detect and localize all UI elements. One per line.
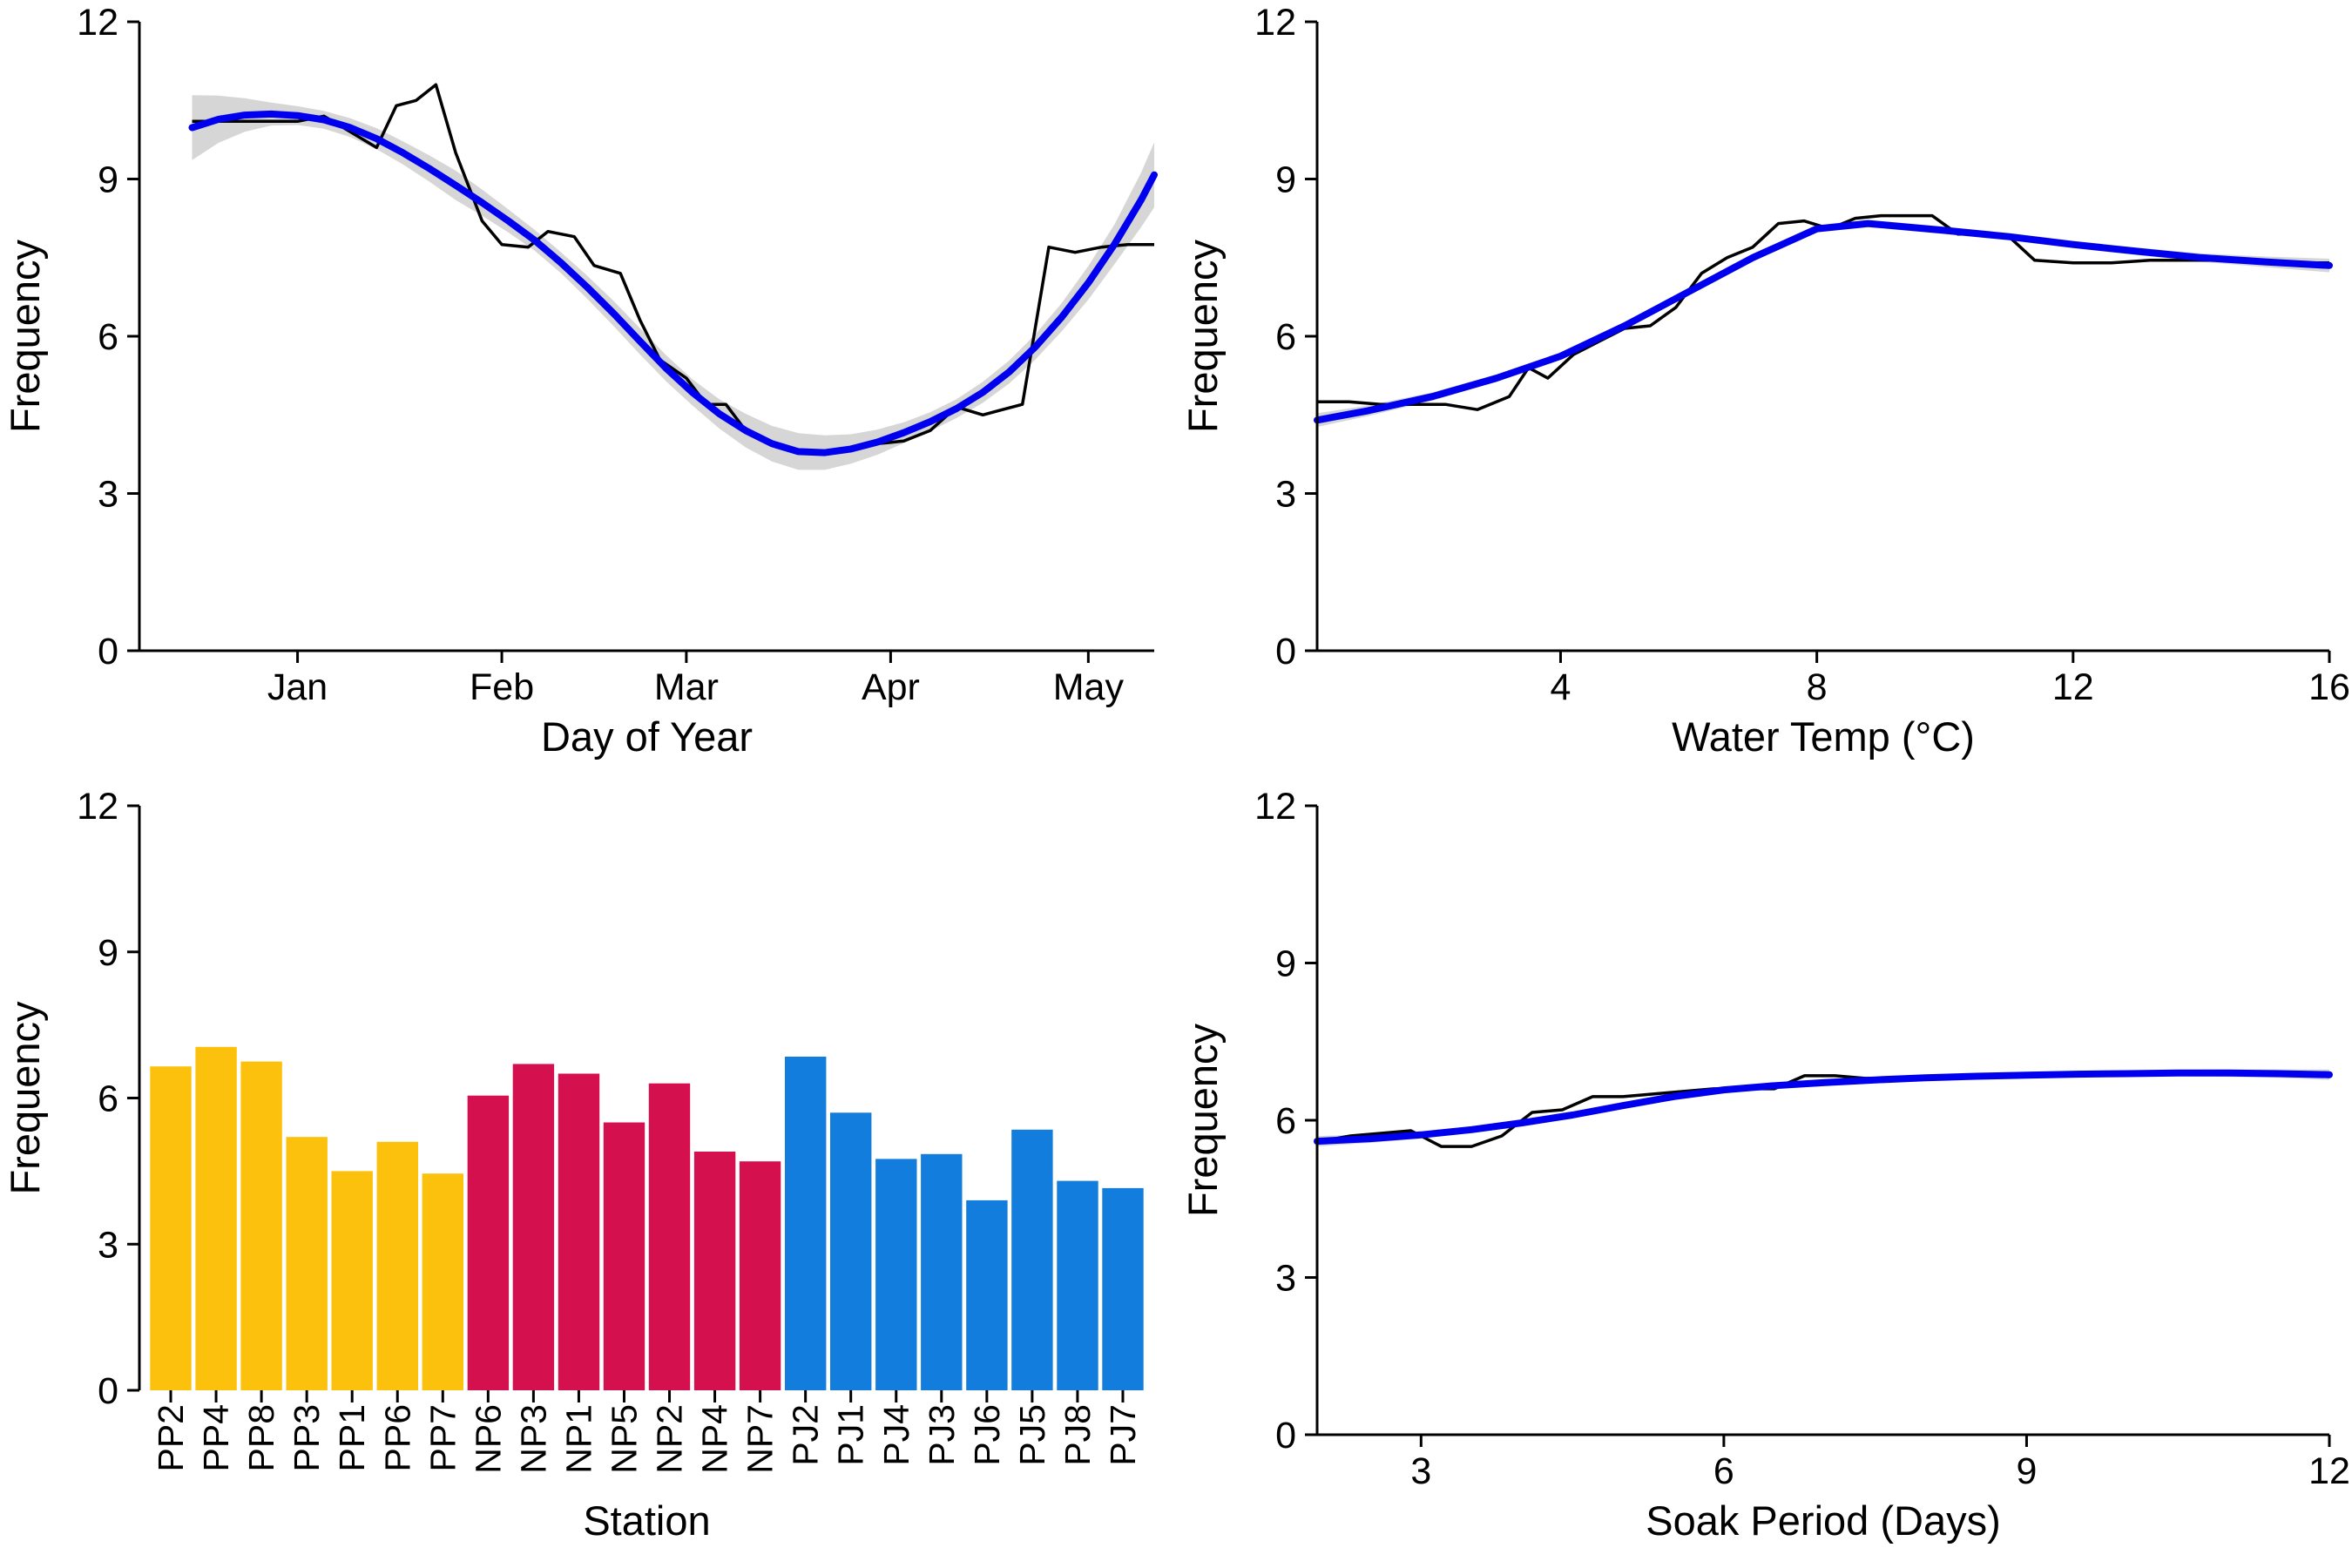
- y-axis-title: Frequency: [2, 1001, 48, 1195]
- x-tick-label: 12: [2052, 666, 2094, 708]
- y-tick-label: 3: [1275, 1258, 1296, 1300]
- y-tick-label: 12: [1254, 2, 1296, 44]
- x-tick-label: 16: [2308, 666, 2350, 708]
- x-tick-label: 12: [2308, 1450, 2350, 1492]
- bar-np5: [603, 1122, 645, 1390]
- y-tick-label: 12: [77, 786, 118, 828]
- bar-pj5: [1011, 1129, 1053, 1390]
- y-tick-label: 0: [1275, 1415, 1296, 1456]
- x-tick-label: 6: [1713, 1450, 1734, 1492]
- bar-pp6: [376, 1141, 418, 1390]
- bar-np7: [739, 1161, 781, 1390]
- bar-pp7: [422, 1173, 463, 1390]
- bar-pj6: [966, 1200, 1008, 1390]
- panel-2: 0 3 6 9 12 Frequency 4 8 12 16 Water Temp (°C): [1179, 2, 2350, 760]
- x-tick-label: PJ7: [1103, 1404, 1143, 1466]
- bar-np6: [467, 1095, 510, 1390]
- observed-series-line: [192, 83, 1154, 454]
- x-tick-label: NP4: [695, 1404, 735, 1474]
- x-tick-label: Jan: [267, 666, 328, 708]
- bar-np2: [648, 1083, 691, 1390]
- y-tick-label: 9: [1275, 159, 1296, 201]
- x-tick-label: PJ2: [786, 1404, 826, 1466]
- x-tick-label: PP1: [332, 1404, 372, 1472]
- x-tick-label: PP4: [196, 1404, 236, 1472]
- y-tick-label: 9: [98, 932, 118, 974]
- x-tick-label: PP3: [287, 1404, 327, 1472]
- y-tick-label: 9: [98, 159, 118, 201]
- x-tick-label: PJ6: [967, 1404, 1007, 1466]
- bar-pp3: [286, 1137, 328, 1390]
- x-axis-title: Soak Period (Days): [1646, 1497, 2001, 1544]
- y-tick-label: 6: [1275, 316, 1296, 358]
- smoothed-series-line: [1314, 220, 2333, 424]
- x-tick-label: NP5: [604, 1404, 644, 1474]
- bar-pp2: [150, 1066, 192, 1390]
- y-tick-label: 0: [98, 631, 118, 672]
- bar-pp1: [331, 1171, 373, 1390]
- bar-pp8: [240, 1061, 282, 1390]
- x-tick-label: Mar: [654, 666, 719, 708]
- x-tick-label: PJ8: [1058, 1404, 1098, 1466]
- bar-pj2: [785, 1057, 827, 1390]
- x-tick-label: PP2: [151, 1404, 191, 1472]
- x-tick-label: NP6: [468, 1404, 508, 1474]
- confidence-band: [192, 95, 1154, 470]
- y-tick-label: 3: [98, 474, 118, 516]
- x-tick-label: PJ3: [922, 1404, 962, 1466]
- y-tick-label: 6: [98, 1078, 118, 1120]
- y-axis-title: Frequency: [2, 239, 48, 433]
- x-tick-label: 4: [1551, 666, 1571, 708]
- bar-np1: [558, 1073, 600, 1390]
- x-tick-label: May: [1053, 666, 1125, 708]
- x-axis-title: Water Temp (°C): [1672, 713, 1975, 760]
- smoothed-series-line: [188, 110, 1158, 456]
- bar-pj7: [1102, 1187, 1144, 1390]
- x-tick-label: PJ4: [876, 1404, 916, 1466]
- y-tick-label: 0: [98, 1370, 118, 1412]
- x-tick-label: NP3: [513, 1404, 553, 1474]
- x-tick-label: 9: [2016, 1450, 2037, 1492]
- confidence-band: [1317, 220, 2329, 428]
- bar-pj8: [1057, 1180, 1098, 1390]
- x-tick-label: 3: [1410, 1450, 1431, 1492]
- x-axis-title: Day of Year: [541, 713, 753, 760]
- x-tick-label: NP2: [650, 1404, 690, 1474]
- x-tick-label: NP1: [558, 1404, 598, 1474]
- x-tick-label: Feb: [470, 666, 534, 708]
- panel-1: 0 3 6 9 12 Frequency Jan Feb Mar Apr May Day of Yea…: [2, 2, 1158, 760]
- y-tick-label: 12: [1254, 786, 1296, 828]
- y-axis-title: Frequency: [1179, 1023, 1226, 1217]
- x-tick-label: PP6: [377, 1404, 417, 1472]
- x-tick-label: NP7: [740, 1404, 781, 1474]
- y-tick-label: 3: [1275, 474, 1296, 516]
- bar-pj4: [875, 1159, 917, 1390]
- smoothed-series-line: [1314, 1069, 2333, 1146]
- observed-series-line: [1317, 213, 2329, 411]
- x-axis-title: Station: [583, 1497, 710, 1544]
- x-tick-label: PJ1: [831, 1404, 871, 1466]
- y-tick-label: 6: [1275, 1100, 1296, 1142]
- x-tick-label: 8: [1807, 666, 1828, 708]
- y-tick-label: 6: [98, 316, 118, 358]
- bar-pj3: [921, 1153, 963, 1390]
- x-tick-label: PP7: [422, 1404, 463, 1472]
- bar-np4: [693, 1152, 736, 1390]
- x-tick-label: PP8: [241, 1404, 281, 1472]
- y-tick-label: 3: [98, 1224, 118, 1266]
- bar-pp4: [195, 1046, 237, 1390]
- y-tick-label: 0: [1275, 631, 1296, 672]
- x-tick-label: PJ5: [1012, 1404, 1052, 1466]
- panel-4: 0 3 6 9 12 Frequency 3 6 9 12 Soak Period (Days): [1179, 786, 2350, 1544]
- bar-np3: [512, 1064, 555, 1390]
- bar-pj1: [830, 1112, 872, 1390]
- y-axis-title: Frequency: [1179, 239, 1226, 433]
- y-tick-label: 9: [1275, 943, 1296, 985]
- y-tick-label: 12: [77, 2, 118, 44]
- x-tick-label: Apr: [862, 666, 920, 708]
